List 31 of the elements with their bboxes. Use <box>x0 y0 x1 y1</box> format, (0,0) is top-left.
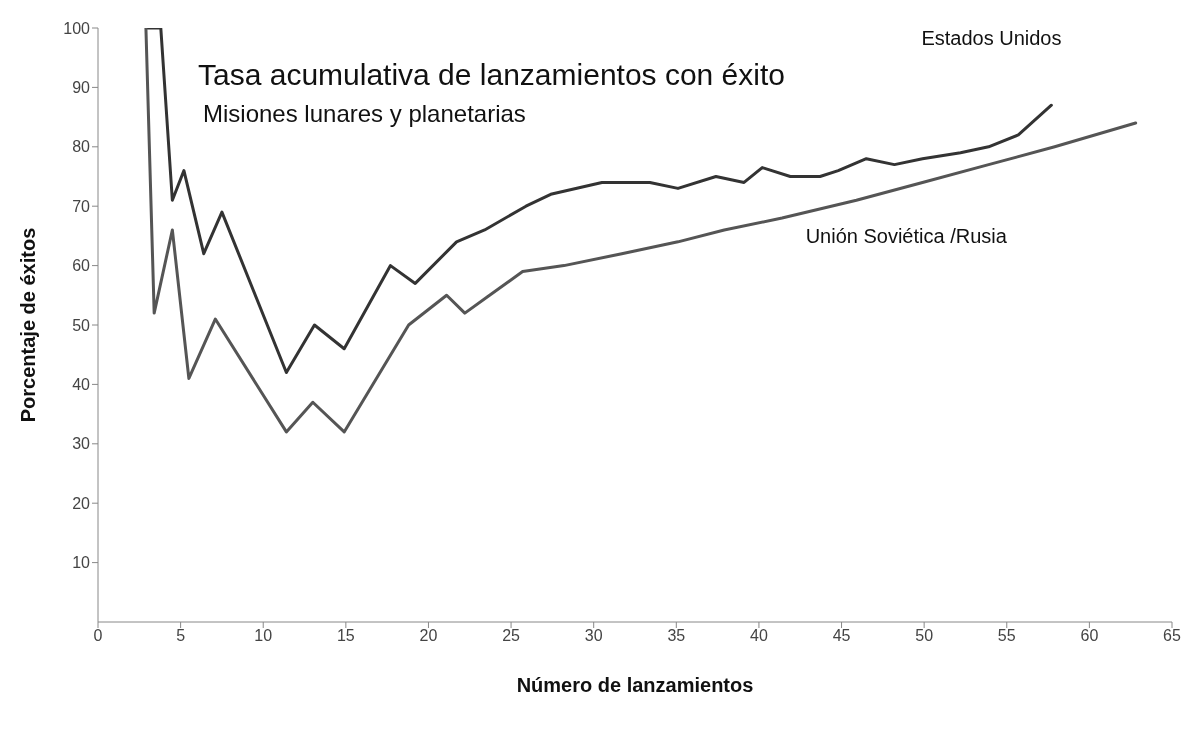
y-tick-label: 70 <box>72 197 91 215</box>
y-tick-label: 80 <box>72 138 91 156</box>
x-tick-label: 0 <box>93 627 103 645</box>
x-tick-label: 25 <box>502 627 521 645</box>
text: Tasa acumulativa de lanzamientos con éxito <box>198 58 785 92</box>
x-tick-label: 60 <box>1080 627 1099 645</box>
x-tick-label: 65 <box>1163 627 1181 645</box>
y-tick-label: 100 <box>63 19 91 37</box>
x-tick-label: 35 <box>667 627 686 645</box>
x-tick-label: 50 <box>915 627 934 645</box>
y-axis-title: Porcentaje de éxitos <box>17 227 40 423</box>
x-tick-label: 10 <box>254 627 273 645</box>
series-label: Unión Soviética /Rusia <box>805 225 1008 248</box>
x-tick-label: 55 <box>997 627 1016 645</box>
y-tick-label: 30 <box>72 435 91 453</box>
x-tick-label: 15 <box>336 627 355 645</box>
y-tick-label: 20 <box>72 494 91 512</box>
y-tick-label: 60 <box>72 257 91 275</box>
x-tick-label: 40 <box>750 627 768 645</box>
y-tick-label: 40 <box>72 376 91 394</box>
y-tick-label: 10 <box>72 554 91 572</box>
x-axis-title: Número de lanzamientos <box>516 674 754 696</box>
x-tick-label: 45 <box>832 627 851 645</box>
y-tick-label: 90 <box>72 79 91 97</box>
x-tick-label: 30 <box>584 627 603 645</box>
y-tick-label: 50 <box>72 316 91 334</box>
text: Estados Unidos <box>921 27 1062 50</box>
x-tick-label: 5 <box>176 627 186 645</box>
x-tick-label: 20 <box>419 627 438 645</box>
text: Misiones lunares y planetarias <box>203 100 526 128</box>
line-series <box>144 28 1138 434</box>
